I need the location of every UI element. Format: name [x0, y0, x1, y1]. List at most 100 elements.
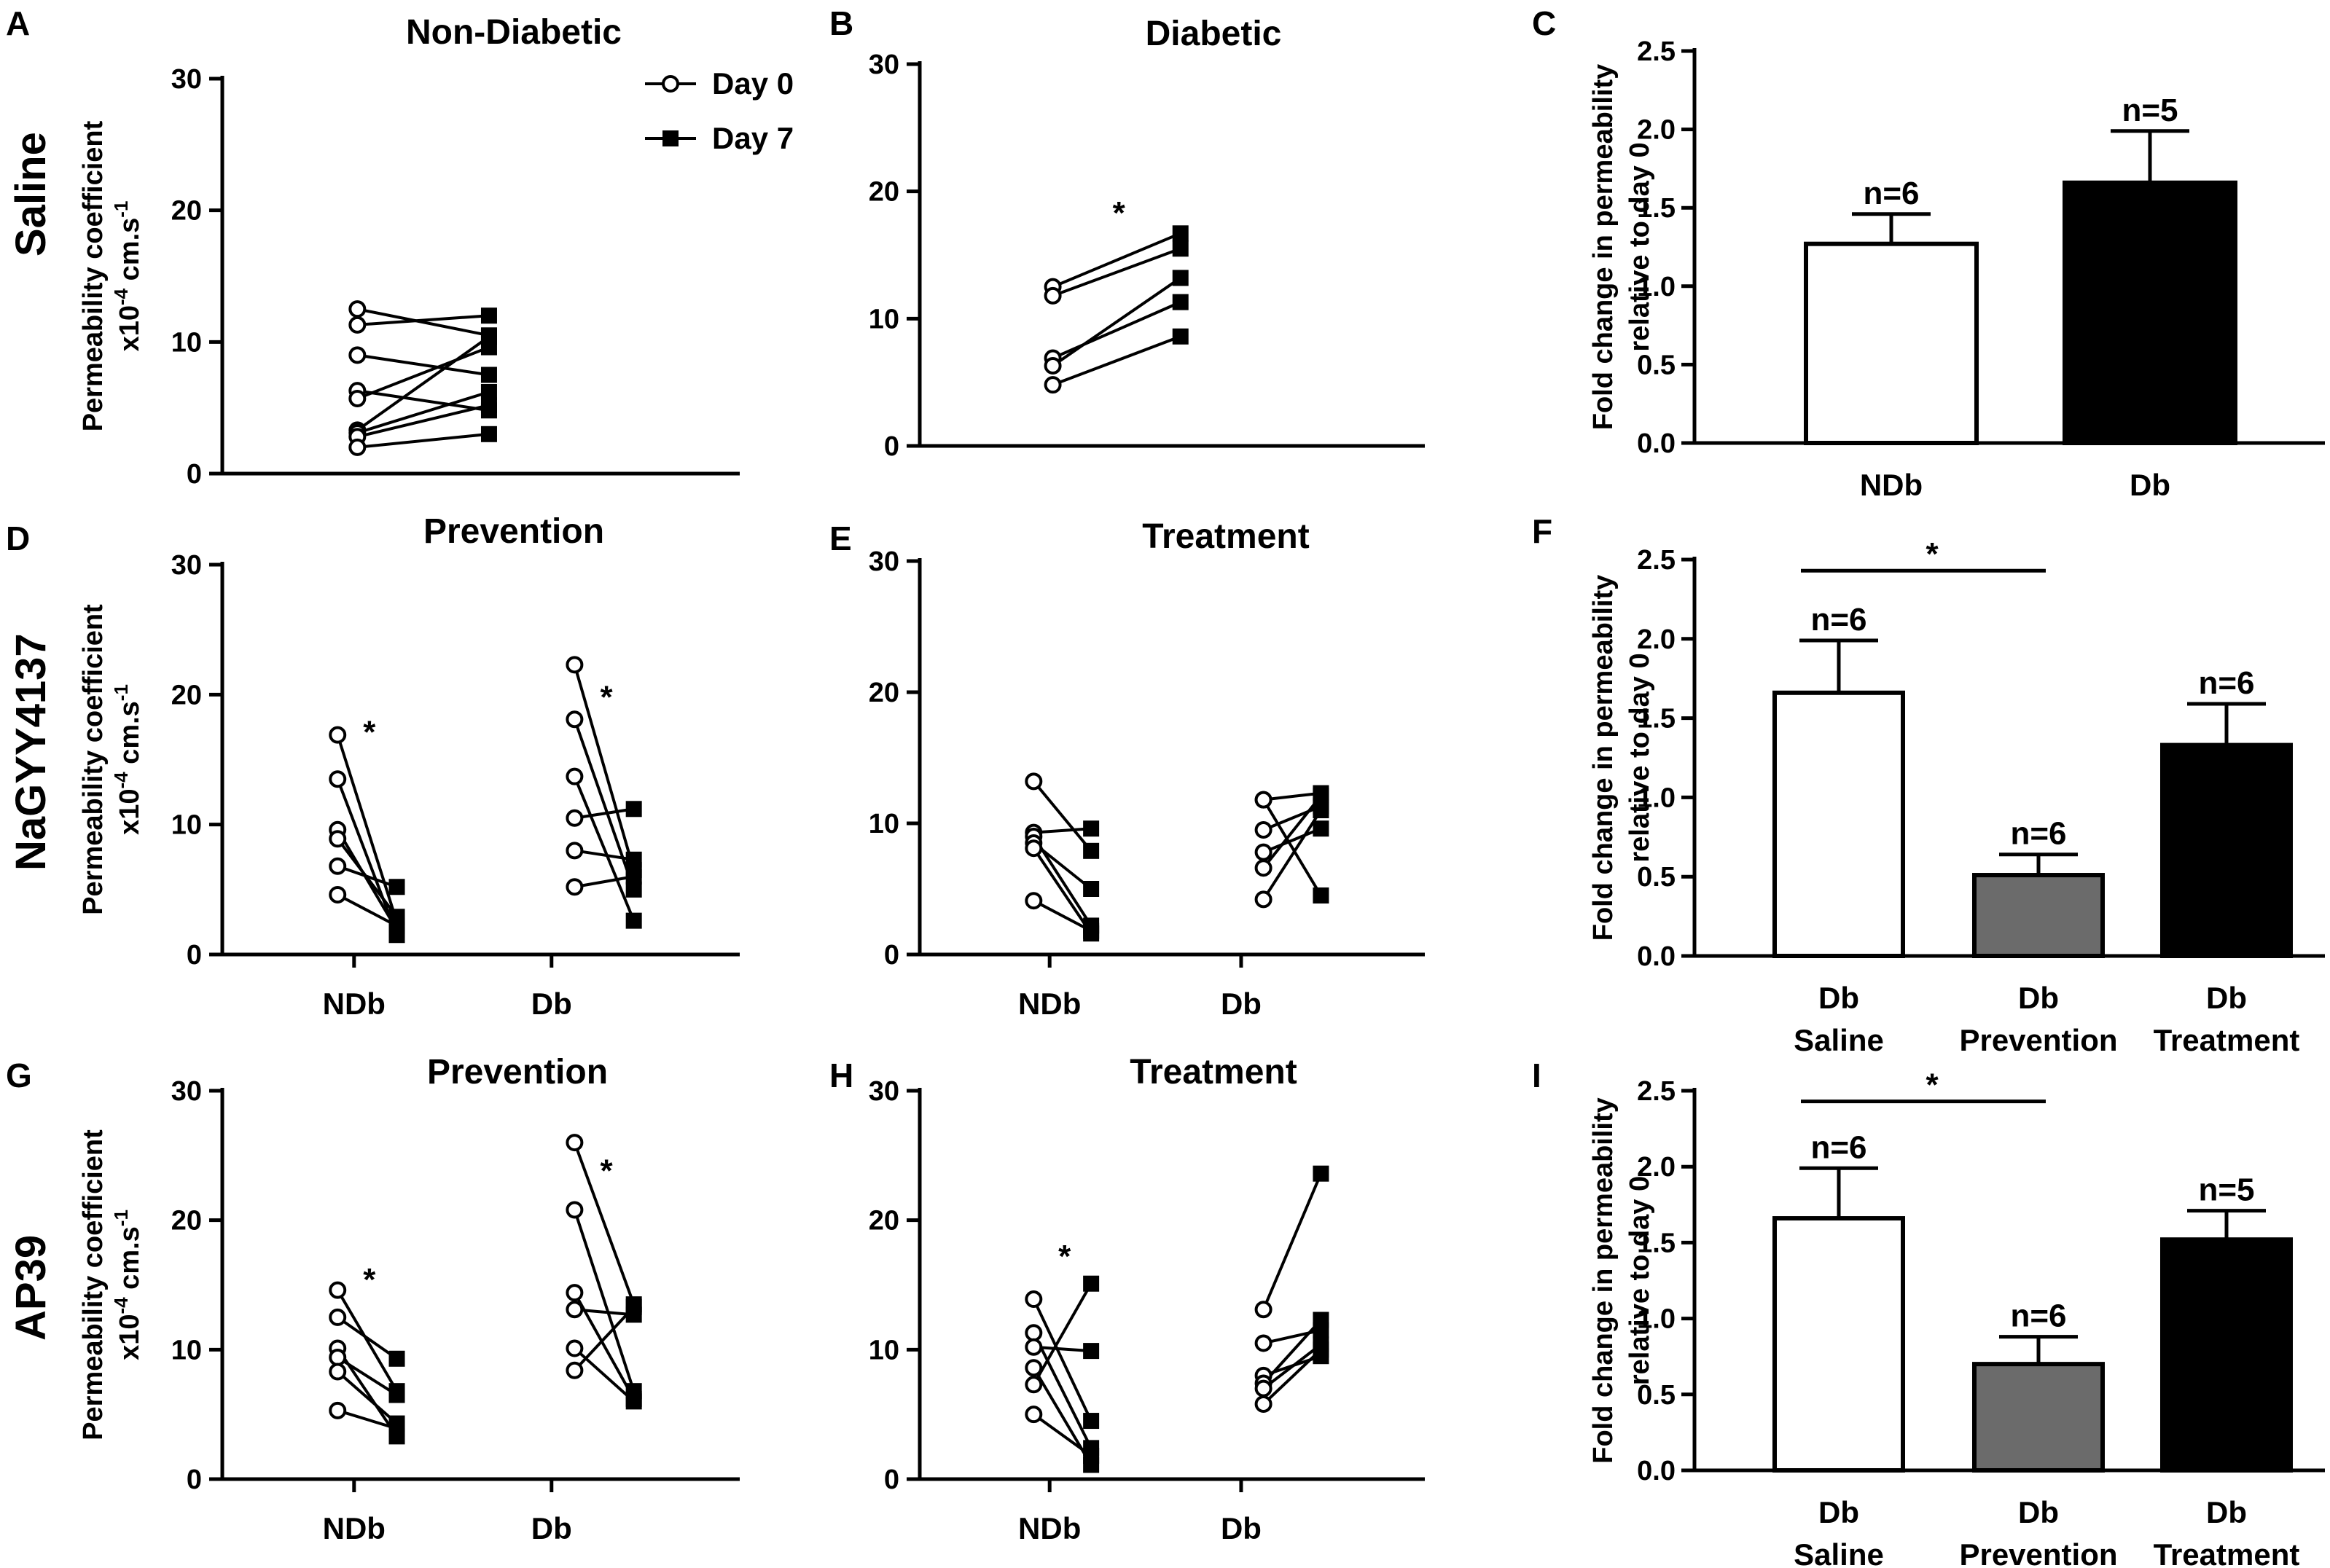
day0-point	[566, 1361, 584, 1379]
paired-line	[357, 353, 490, 377]
paired-line	[573, 1209, 636, 1392]
day7-point	[1083, 820, 1100, 837]
day0-point	[566, 1134, 584, 1152]
day0-point	[1025, 772, 1043, 791]
paired-line	[1033, 899, 1092, 933]
paired-line	[1032, 847, 1092, 935]
row-label-nagyy4137: NaGYY4137	[7, 633, 55, 871]
day0-point	[329, 1363, 347, 1381]
day7-point	[1172, 225, 1189, 242]
paired-line	[336, 778, 399, 936]
day0-point	[329, 830, 347, 848]
paired-line	[1262, 1319, 1322, 1384]
panel-letter: E	[829, 520, 852, 557]
day7-point	[625, 851, 642, 868]
day7-point	[625, 912, 642, 929]
panel-D: D Prevention 0 10 20 30 NDb Db Permeability coef…	[6, 512, 740, 1021]
y-tick-label: 0	[884, 431, 899, 462]
panel-E: E Treatment 0 10 20 30 NDb Db	[829, 517, 1425, 1021]
paired-line	[336, 734, 399, 923]
paired-line	[1052, 300, 1181, 360]
day7-point	[388, 1420, 405, 1437]
paired-line	[573, 1142, 636, 1305]
y-axis-title-line: relative to day 0	[1625, 1176, 1655, 1385]
y-tick-label: 2.0	[1637, 115, 1676, 146]
bar	[2160, 742, 2293, 958]
y-tick-label: 0.5	[1637, 862, 1676, 893]
day7-point	[1313, 1312, 1329, 1328]
x-category-label: NDb	[323, 1511, 386, 1545]
y-axis-title-part: cm.s	[114, 218, 145, 289]
paired-line	[337, 1356, 398, 1397]
n-label: n=6	[1863, 176, 1919, 211]
legend-label-day7: Day 7	[712, 121, 794, 155]
y-axis-title-line: relative to day 0	[1625, 653, 1655, 862]
row-label-ap39: AP39	[7, 1235, 55, 1341]
y-tick-label: 2.5	[1637, 36, 1676, 67]
day7-point	[1172, 328, 1189, 345]
y-axis-title-superscript: -1	[110, 684, 132, 701]
paired-line	[574, 875, 635, 889]
day0-point	[329, 1308, 347, 1326]
y-tick-label: 0.5	[1637, 350, 1676, 380]
day0-point	[1025, 892, 1043, 910]
day0-point	[566, 710, 584, 729]
paired-line	[1052, 334, 1181, 387]
day0-point	[566, 809, 584, 827]
x-category-label: Db	[1818, 981, 1859, 1015]
paired-line	[357, 432, 490, 449]
panel-H: H Treatment 0 10 20 30 NDb Db *	[829, 1053, 1425, 1545]
y-axis-title-part: cm.s	[114, 701, 145, 772]
paired-line	[1262, 809, 1323, 901]
y-tick-label: 2.0	[1637, 624, 1676, 655]
day7-point	[388, 917, 405, 934]
y-axis-title-part: x10	[114, 305, 145, 351]
bar	[2160, 1237, 2293, 1473]
day0-point	[566, 1339, 584, 1357]
day7-point	[1313, 1341, 1329, 1358]
y-axis-title-line: Fold change in permeability	[1588, 1097, 1619, 1464]
n-label: n=6	[1810, 1129, 1866, 1165]
y-axis-title-superscript: -4	[110, 288, 132, 305]
y-axis-title-superscript: -4	[110, 772, 132, 789]
day0-point	[1025, 1338, 1043, 1356]
y-axis-title-line1: Permeability coefficient	[78, 120, 109, 431]
y-axis-title: Fold change in permeability relative to d…	[1588, 1097, 1655, 1464]
paired-line	[337, 893, 398, 928]
y-tick-label: 20	[869, 678, 899, 708]
panels: A Non-Diabetic 0 10 20 30 Permeability coeffic…	[6, 4, 2325, 1568]
day0-point	[348, 315, 367, 334]
day7-point	[480, 397, 497, 414]
panel-B: B Diabetic 0 10 20 30 *	[829, 4, 1425, 462]
n-label: n=6	[2010, 1298, 2066, 1334]
x-category-label: Prevention	[1959, 1023, 2117, 1057]
day7-point	[480, 307, 497, 324]
bar	[1804, 241, 1979, 445]
day7-point	[625, 881, 642, 898]
y-tick-label: 0.0	[1637, 1456, 1676, 1486]
x-category-label: Treatment	[2154, 1537, 2300, 1568]
y-tick-label: 0	[187, 1465, 202, 1495]
day0-point	[329, 1401, 347, 1419]
paired-line	[356, 391, 490, 434]
day0-point	[1025, 1359, 1043, 1377]
day7-point	[1313, 802, 1329, 818]
day7-point	[388, 1387, 405, 1403]
group-0	[1025, 1275, 1100, 1473]
day7-point	[1083, 922, 1100, 939]
x-category-label: Db	[2018, 981, 2059, 1015]
day0-point	[1254, 1379, 1272, 1398]
y-tick-label: 0.5	[1637, 1380, 1676, 1411]
day0-point	[1044, 356, 1062, 375]
paired-line	[1052, 232, 1181, 289]
panel-letter: H	[829, 1057, 853, 1094]
y-tick-label: 1.5	[1637, 193, 1676, 224]
paired-line	[1033, 827, 1092, 834]
y-axis-title: Fold change in permeability relative to d…	[1588, 64, 1655, 431]
panel-letter: D	[6, 520, 30, 557]
x-category-label: NDb	[1018, 1511, 1081, 1545]
significance-star: *	[600, 1153, 613, 1189]
y-axis-title-part: x10	[114, 789, 145, 835]
paired-line	[573, 1292, 636, 1400]
y-tick-label: 0	[187, 940, 202, 971]
